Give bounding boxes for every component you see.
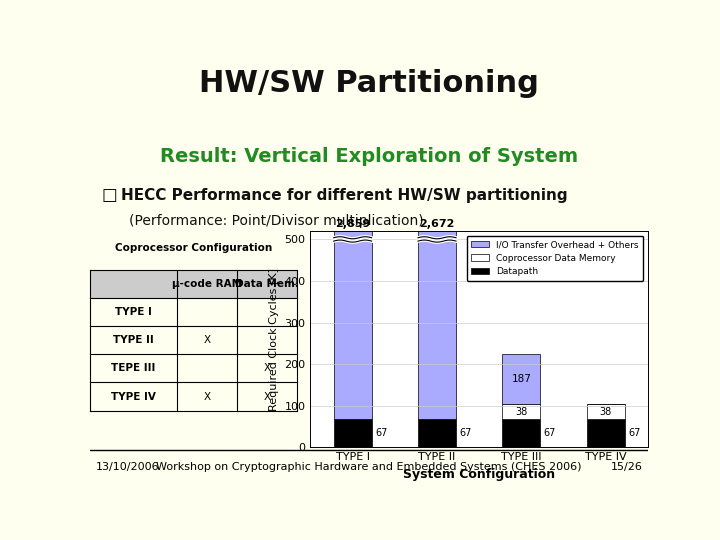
Text: 187: 187 [511,374,531,384]
Bar [418,420,456,447]
Text: 38: 38 [516,407,528,416]
Text: X: X [203,335,210,345]
Y-axis label: Required Clock Cycles [K]: Required Clock Cycles [K] [269,268,279,411]
Text: X: X [203,392,210,402]
Bar [503,420,541,447]
Text: 67: 67 [459,428,472,438]
Text: 2,672: 2,672 [419,219,455,229]
Text: X: X [264,392,271,402]
Text: 67: 67 [628,428,641,438]
Text: μ-code RAM: μ-code RAM [172,279,242,289]
Bar [503,404,541,420]
Text: TYPE II: TYPE II [113,335,154,345]
Text: (Performance: Point/Divisor multiplication): (Performance: Point/Divisor multiplicati… [129,214,423,228]
Text: 67: 67 [544,428,556,438]
Text: TYPE IV: TYPE IV [111,392,156,402]
Bar [333,420,372,447]
Bar [587,404,625,420]
Text: 13/10/2006: 13/10/2006 [96,462,159,472]
Text: HECC Performance for different HW/SW partitioning: HECC Performance for different HW/SW par… [121,188,567,202]
Text: X: X [264,363,271,374]
Text: TEPE III: TEPE III [112,363,156,374]
Text: 67: 67 [375,428,387,438]
Text: TYPE I: TYPE I [115,307,152,317]
Text: Data Mem.: Data Mem. [235,279,299,289]
X-axis label: System Configuration: System Configuration [403,468,555,481]
Text: HW/SW Partitioning: HW/SW Partitioning [199,69,539,98]
Text: 2,859: 2,859 [335,219,370,229]
Text: 15/26: 15/26 [611,462,642,472]
Bar [333,231,372,420]
Bar [587,420,625,447]
Legend: I/O Transfer Overhead + Others, Coprocessor Data Memory, Datapath: I/O Transfer Overhead + Others, Coproces… [467,235,644,281]
Text: Result: Vertical Exploration of System: Result: Vertical Exploration of System [160,147,578,166]
Text: Coprocessor Configuration: Coprocessor Configuration [114,244,272,253]
Bar [418,231,456,420]
Bar [90,270,297,298]
Text: 38: 38 [600,407,612,416]
Bar [503,354,541,404]
Text: □: □ [101,186,117,204]
Text: Workshop on Cryptographic Hardware and Embedded Systems (CHES 2006): Workshop on Cryptographic Hardware and E… [156,462,582,472]
